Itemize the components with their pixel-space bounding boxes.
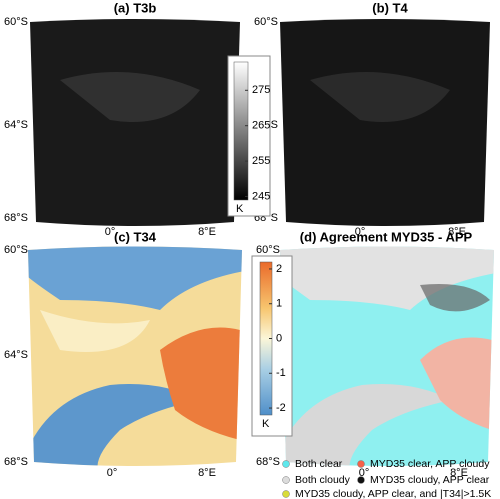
lat-label: 64°S (4, 119, 28, 131)
legend-swatch (282, 460, 290, 468)
lat-label: 60°S (254, 16, 278, 28)
legend-label: MYD35 cloudy, APP clear, and |T34|>1.5K (295, 488, 491, 499)
lon-label: 8°E (198, 226, 216, 238)
colorbar-tick-label: 1 (276, 298, 282, 310)
legend-swatch (282, 476, 290, 484)
lat-label: 68°S (4, 212, 28, 224)
lat-label: 60°S (4, 16, 28, 28)
lon-label: 0° (355, 226, 366, 238)
colorbar-unit: K (236, 203, 244, 215)
panel-title: (a) T3b (114, 0, 157, 15)
lon-label: 0° (107, 467, 118, 479)
map-region (280, 384, 452, 466)
lat-label: 68°S (4, 456, 28, 468)
legend-swatch (282, 490, 290, 498)
lat-label: 68°S (256, 456, 280, 468)
lon-label: 8°E (198, 467, 216, 479)
colorbar-tick-label: -1 (276, 367, 286, 379)
legend-swatch (357, 476, 365, 484)
legend-label: Both cloudy (295, 474, 351, 486)
lon-label: 0° (359, 467, 370, 479)
lon-label: 8°E (448, 226, 466, 238)
colorbar-tick-label: 265 (252, 120, 270, 132)
lat-label: 60°S (256, 244, 280, 256)
map-region (420, 284, 490, 312)
colorbar-tick-label: 2 (276, 263, 282, 275)
map-image (280, 246, 494, 466)
colorbar-tick-label: 255 (252, 155, 270, 167)
legend-label: MYD35 clear, APP cloudy (370, 458, 490, 470)
map-region (28, 384, 200, 466)
legend-label: Both clear (295, 458, 343, 470)
map-region (420, 337, 492, 430)
map-region (40, 310, 150, 352)
lat-label: 60°S (4, 244, 28, 256)
colorbar-unit: K (262, 418, 270, 430)
map-image (280, 19, 490, 226)
panel-title: (c) T34 (114, 229, 157, 244)
lon-label: 0° (105, 226, 116, 238)
colorbar-tick-label: -2 (276, 402, 286, 414)
lat-label: 64°S (4, 349, 28, 361)
map-region (28, 246, 242, 310)
lon-label: 8°E (450, 467, 468, 479)
legend-swatch (357, 460, 365, 468)
map-region (280, 246, 494, 310)
panel-title: (b) T4 (372, 0, 408, 15)
colorbar (233, 61, 249, 201)
colorbar-tick-label: 245 (252, 190, 270, 202)
map-feature (310, 72, 450, 122)
colorbar-tick-label: 275 (252, 84, 270, 96)
map-feature (60, 72, 200, 122)
colorbar-tick-label: 0 (276, 332, 282, 344)
panel-title: (d) Agreement MYD35 - APP (300, 229, 473, 244)
map-region (160, 327, 240, 440)
map-image (28, 246, 242, 466)
legend-label: MYD35 cloudy, APP clear (370, 474, 490, 486)
map-image (30, 19, 240, 226)
